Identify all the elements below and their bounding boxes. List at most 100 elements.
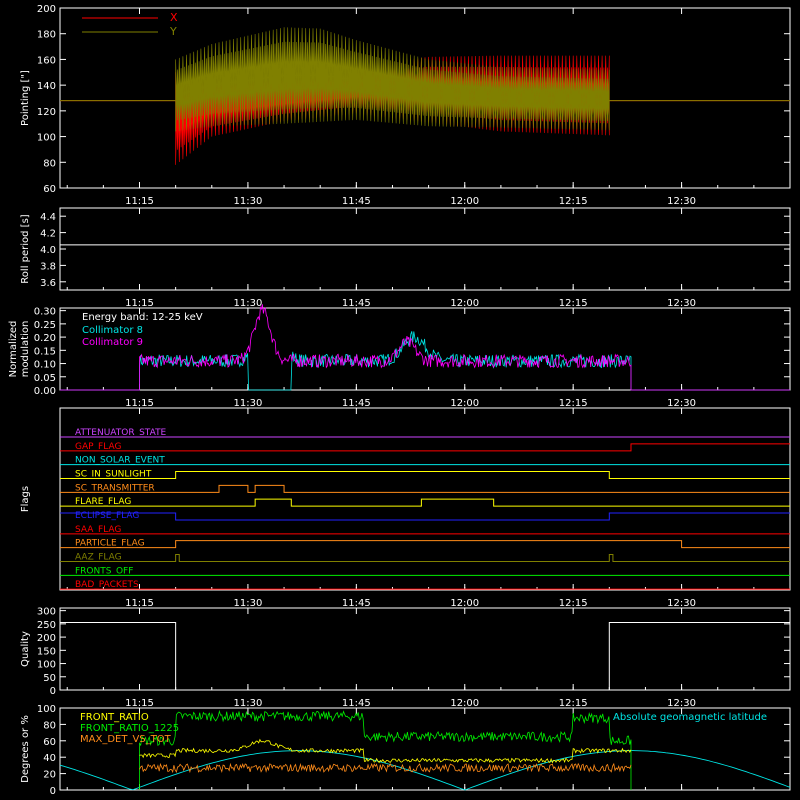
time-tick-label: 12:30 (667, 698, 696, 709)
flag-label: AAZ_FLAG (75, 553, 122, 563)
flag-line-gap-flag (60, 443, 790, 452)
y-axis-label: Pointing ["] (20, 70, 31, 126)
y-tick-label: 100 (37, 133, 56, 144)
series-front-ratio-1225 (139, 709, 632, 791)
time-tick-label: 12:30 (667, 398, 696, 409)
flag-line-flare-flag (60, 498, 790, 507)
y-tick-label: 60 (43, 184, 56, 195)
flag-label: SAA_FLAG (75, 525, 121, 535)
pointing-panel: 11:15 11:30 11:45 12:00 12:15 12:30 60 80 100 120… (20, 4, 791, 207)
series-front-ratio (139, 738, 632, 764)
y-tick-label: 0 (50, 686, 56, 697)
flag-label: BAD_PACKETS (75, 580, 139, 590)
flag-line-eclipse-flag (60, 512, 790, 521)
y-tick-label: 40 (43, 753, 56, 764)
flag-label: SC_IN_SUNLIGHT (75, 470, 152, 480)
series-geomagnetic-latitude (59, 750, 791, 791)
y-tick-label: 0.05 (34, 373, 56, 384)
axes-frame (59, 7, 791, 189)
time-tick-label: 12:15 (559, 598, 588, 609)
y-axis-label: Degrees or % (20, 715, 31, 783)
y-tick-label: 4.2 (40, 229, 56, 240)
time-tick-label: 11:45 (342, 598, 371, 609)
time-tick-label: 12:00 (450, 298, 479, 309)
axes-frame (59, 407, 791, 591)
y-tick-label: 200 (37, 4, 56, 15)
y-tick-label: 120 (37, 107, 56, 118)
y-tick-label: 80 (43, 720, 56, 731)
flag-label: PARTICLE_FLAG (75, 539, 145, 549)
legend-label-geomagnetic: Absolute geomagnetic latitude (613, 712, 767, 723)
time-tick-label: 11:45 (342, 298, 371, 309)
time-tick-label: 12:15 (559, 698, 588, 709)
legend-label-ratio: MAX_DET_VS_TOT (80, 734, 172, 745)
time-tick-label: 12:30 (667, 196, 696, 207)
y-tick-label: 4.0 (40, 245, 56, 256)
y-axis-label: modulation (20, 321, 31, 378)
legend-label-collimator-8: Collimator 8 (82, 325, 143, 336)
modulation-panel: 11:15 11:30 11:45 12:00 12:15 12:30 0.00 0.05 0.… (8, 304, 791, 409)
y-tick-label: 0.00 (34, 386, 56, 397)
flag-label: SC_TRANSMITTER (75, 483, 155, 493)
energy-band-annotation: Energy band: 12-25 keV (82, 312, 203, 323)
flag-label: NON_SOLAR_EVENT (75, 456, 165, 466)
y-tick-label: 160 (37, 55, 56, 66)
y-tick-label: 200 (37, 633, 56, 644)
time-tick-label: 12:30 (667, 598, 696, 609)
axes-frame (59, 207, 791, 291)
y-tick-label: 0.30 (34, 307, 56, 318)
time-tick-label: 11:15 (125, 196, 154, 207)
flag-line-particle-flag (60, 540, 790, 549)
time-tick-label: 12:00 (450, 398, 479, 409)
y-tick-label: 0.10 (34, 360, 56, 371)
flags-panel: 11:15 11:30 11:45 12:00 12:15 12:30 Flags ATTEN… (20, 407, 791, 609)
time-tick-label: 12:00 (450, 598, 479, 609)
time-tick-label: 12:30 (667, 298, 696, 309)
y-tick-label: 60 (43, 737, 56, 748)
time-tick-label: 11:15 (125, 398, 154, 409)
y-axis-label: Quality (20, 631, 31, 667)
time-tick-label: 11:30 (234, 398, 263, 409)
legend-label-ratio: FRONT_RATIO (80, 712, 149, 723)
time-tick-label: 12:00 (450, 698, 479, 709)
y-axis-label: Roll period [s] (20, 214, 31, 283)
series-max-det-vs-tot (139, 762, 632, 774)
flag-label: FLARE_FLAG (75, 497, 131, 507)
time-tick-label: 11:30 (234, 698, 263, 709)
y-tick-label: 20 (43, 770, 56, 781)
y-tick-label: 80 (43, 158, 56, 169)
y-tick-label: 300 (37, 607, 56, 618)
quality-panel: 11:15 11:30 11:45 12:00 12:15 12:30 0 50 100 150 2… (20, 607, 791, 709)
axes-frame (59, 307, 791, 391)
y-axis-label: Flags (20, 486, 31, 512)
y-tick-label: 3.8 (40, 261, 56, 272)
time-tick-label: 12:00 (450, 196, 479, 207)
y-tick-label: 50 (43, 673, 56, 684)
y-tick-label: 0 (50, 786, 56, 797)
legend-label-ratio: FRONT_RATIO_1225 (80, 723, 179, 734)
y-tick-label: 0.15 (34, 346, 56, 357)
series-collimator-9 (60, 304, 790, 391)
quality-line (60, 622, 790, 691)
time-tick-label: 11:15 (125, 698, 154, 709)
y-tick-label: 0.20 (34, 333, 56, 344)
time-tick-label: 11:30 (234, 196, 263, 207)
legend-label-y: Y (169, 25, 177, 38)
flag-label: ECLIPSE_FLAG (75, 511, 139, 521)
y-tick-label: 3.6 (40, 278, 56, 289)
y-tick-label: 100 (37, 704, 56, 715)
roll-period-panel: 11:15 11:30 11:45 12:00 12:15 12:30 3.6 3.8 4.0 4… (20, 207, 791, 309)
y-tick-label: 4.4 (40, 212, 56, 223)
y-tick-label: 150 (37, 646, 56, 657)
axes-frame (59, 707, 791, 791)
y-axis-label: Normalized (8, 321, 19, 378)
flag-label: GAP_FLAG (75, 442, 121, 452)
time-tick-label: 12:15 (559, 298, 588, 309)
y-tick-label: 180 (37, 30, 56, 41)
time-tick-label: 12:15 (559, 196, 588, 207)
time-tick-label: 11:15 (125, 298, 154, 309)
flag-label: ATTENUATOR_STATE (75, 428, 167, 438)
y-tick-label: 0.25 (34, 320, 56, 331)
flag-line-aaz-flag (60, 554, 790, 562)
